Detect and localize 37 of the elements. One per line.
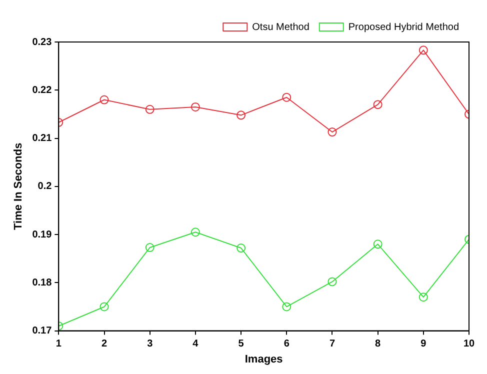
point <box>145 243 154 252</box>
x-tick-label: 8 <box>375 338 382 350</box>
point <box>418 292 428 302</box>
x-axis-title: Images <box>244 353 283 366</box>
x-tick-label: 10 <box>463 338 475 350</box>
point <box>236 110 246 120</box>
y-tick-label: 0.22 <box>32 84 52 96</box>
legend-label: Otsu Method <box>252 22 310 33</box>
point <box>100 95 109 104</box>
y-tick-label: 0.17 <box>32 326 52 337</box>
x-tick-label: 6 <box>284 338 290 350</box>
x-tick-label: 5 <box>238 338 244 350</box>
legend-label: Proposed Hybrid Method <box>348 22 460 33</box>
point <box>190 228 200 237</box>
point <box>328 128 337 137</box>
point <box>145 104 154 114</box>
point <box>373 100 382 110</box>
point <box>328 277 337 286</box>
x-tick-label: 7 <box>329 338 336 350</box>
point <box>282 302 292 312</box>
x-tick-label: 9 <box>420 338 427 350</box>
y-tick-label: 0.19 <box>32 229 52 240</box>
y-tick-label: 0.23 <box>32 36 52 48</box>
x-tick-label: 2 <box>101 338 108 350</box>
point <box>373 240 382 249</box>
x-tick-label: 4 <box>192 338 199 350</box>
point <box>418 46 428 55</box>
x-tick-label: 1 <box>56 338 62 350</box>
point <box>282 92 292 102</box>
point <box>100 302 109 312</box>
y-tick-label: 0.21 <box>32 133 52 144</box>
y-axis-title: Time In Seconds <box>12 142 25 230</box>
x-tick-label: 3 <box>147 338 154 350</box>
y-tick-label: 0.2 <box>38 181 52 192</box>
point <box>190 102 200 112</box>
y-tick-label: 0.18 <box>32 277 52 288</box>
point <box>236 244 246 253</box>
